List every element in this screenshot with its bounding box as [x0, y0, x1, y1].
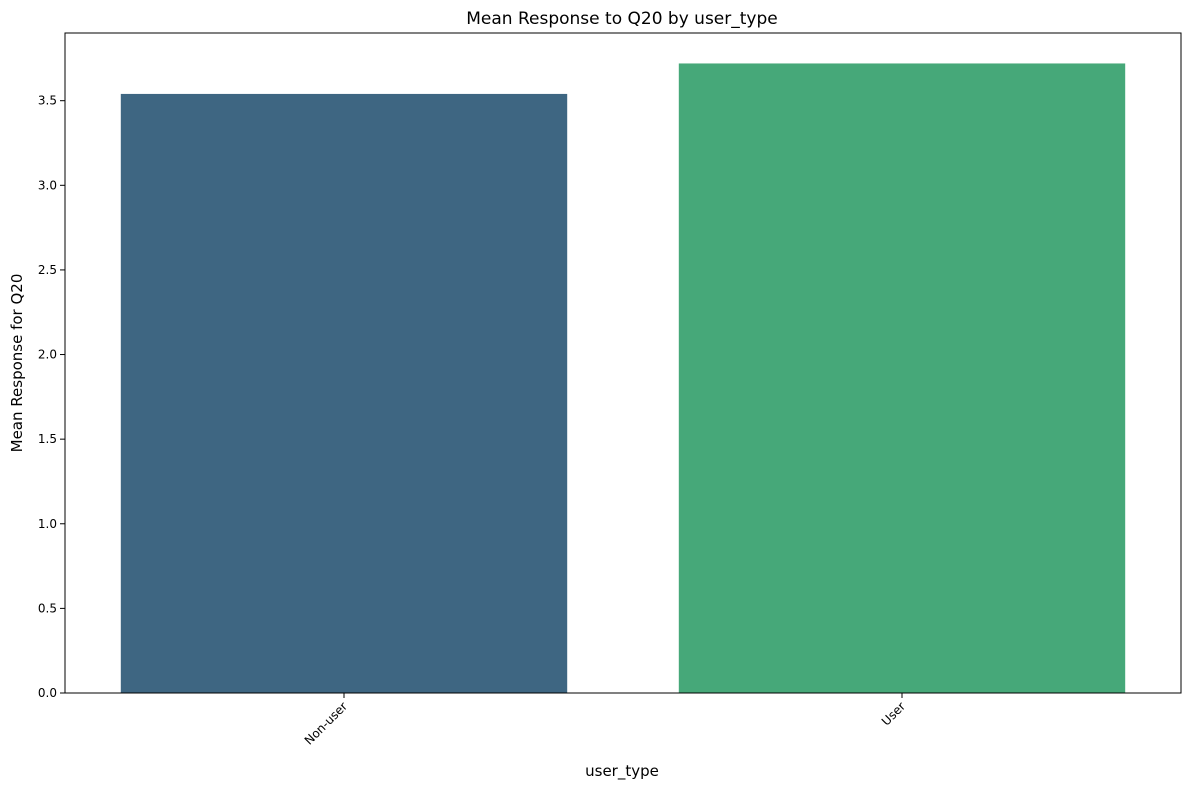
x-tick-label: Non-user: [302, 699, 350, 747]
plot-frame: [64, 32, 1182, 694]
y-tick-label: 1.5: [38, 432, 57, 446]
y-tick-label: 2.0: [38, 348, 57, 362]
y-axis: 0.0 0.5 1.0 1.5 2.0 2.5 3.0 3.5: [38, 94, 65, 700]
y-axis-label: Mean Response for Q20: [8, 274, 26, 453]
y-tick-label: 1.0: [38, 517, 57, 531]
y-tick-label: 3.0: [38, 178, 57, 192]
bar-non-user: [120, 93, 568, 693]
x-axis-label: user_type: [585, 762, 659, 781]
bars-layer: [120, 63, 1126, 693]
x-axis: Non-user User: [302, 693, 908, 748]
y-tick-label: 3.5: [38, 94, 57, 108]
x-tick-label: User: [879, 699, 908, 728]
y-tick-label: 0.0: [38, 686, 57, 700]
chart-title: Mean Response to Q20 by user_type: [466, 9, 777, 29]
bar-user: [678, 63, 1126, 693]
y-tick-label: 2.5: [38, 263, 57, 277]
y-tick-label: 0.5: [38, 601, 57, 615]
